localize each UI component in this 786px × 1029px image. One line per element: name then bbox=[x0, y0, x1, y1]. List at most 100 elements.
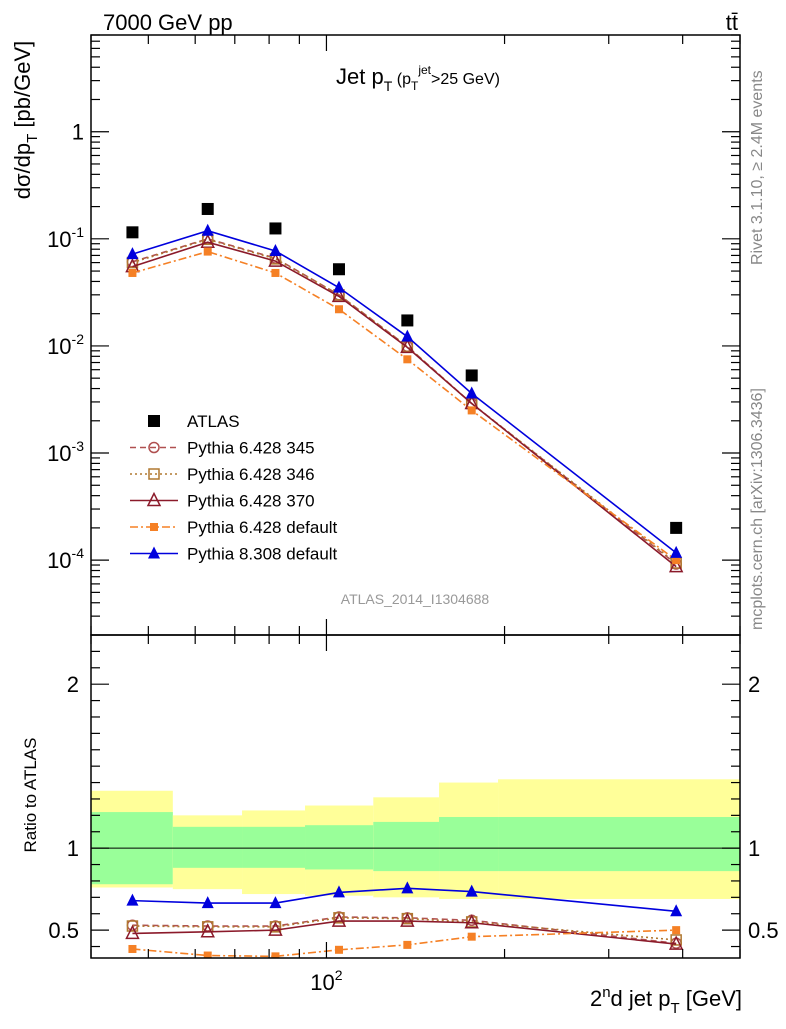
legend-entry-pythia-6-428-345: Pythia 6.428 345 bbox=[130, 439, 315, 458]
ratio-y-tick-label-left: 1 bbox=[67, 836, 79, 861]
data-point-pythia-8-308-default bbox=[670, 545, 683, 558]
ratio-series-pythia-8-308-default bbox=[126, 881, 683, 917]
series-line-pythia-6-428-345 bbox=[132, 237, 677, 565]
ratio-point-pythia-8-308-default bbox=[126, 893, 139, 906]
data-point-atlas bbox=[269, 222, 282, 235]
series-pythia-6-428-default bbox=[128, 247, 681, 565]
ratio-point-pythia-8-308-default bbox=[269, 896, 282, 909]
data-point-pythia-6-428-default bbox=[672, 556, 681, 565]
data-point-pythia-8-308-default bbox=[201, 223, 214, 236]
legend-label: Pythia 6.428 370 bbox=[187, 492, 315, 511]
data-point-pythia-6-428-370 bbox=[668, 557, 684, 573]
legend-entry-pythia-6-428-370: Pythia 6.428 370 bbox=[130, 492, 315, 511]
ratio-point-pythia-6-428-346 bbox=[670, 934, 682, 946]
data-point-pythia-6-428-default bbox=[128, 268, 137, 277]
data-point-pythia-8-308-default bbox=[332, 280, 345, 293]
inner-band-bin bbox=[498, 816, 740, 872]
y-tick-label: 10-3 bbox=[47, 438, 84, 466]
data-point-pythia-6-428-default bbox=[334, 305, 343, 314]
series-line-pythia-6-428-346 bbox=[132, 238, 677, 564]
ratio-point-pythia-6-428-346 bbox=[126, 920, 139, 932]
ratio-point-pythia-6-428-default bbox=[334, 945, 343, 954]
series-pythia-6-428-370 bbox=[125, 233, 684, 573]
data-point-pythia-6-428-default bbox=[403, 355, 412, 364]
inner-band-bin bbox=[439, 816, 499, 872]
series-line-pythia-6-428-default bbox=[132, 250, 677, 561]
data-point-atlas bbox=[670, 521, 683, 534]
analysis-id: ATLAS_2014_I1304688 bbox=[341, 591, 490, 607]
data-point-pythia-6-428-default bbox=[271, 268, 280, 277]
ratio-point-pythia-8-308-default bbox=[465, 884, 478, 897]
y-tick-label: 10-4 bbox=[47, 545, 84, 573]
ratio-point-pythia-6-428-370 bbox=[464, 914, 479, 929]
ratio-y-tick-label-right: 0.5 bbox=[748, 918, 779, 943]
legend-marker bbox=[150, 523, 158, 531]
series-atlas bbox=[126, 202, 683, 534]
ratio-y-axis-label: Ratio to ATLAS bbox=[21, 738, 40, 853]
data-point-atlas bbox=[126, 226, 139, 239]
ratio-point-pythia-6-428-default bbox=[128, 944, 137, 953]
y-tick-label: 10-1 bbox=[47, 224, 84, 252]
data-point-atlas bbox=[465, 369, 478, 382]
ratio-point-pythia-6-428-default bbox=[672, 926, 681, 935]
legend-entry-atlas: ATLAS bbox=[148, 412, 240, 431]
inner-band-bin bbox=[305, 825, 374, 870]
ratio-frame bbox=[90, 634, 741, 959]
ratio-point-pythia-8-308-default bbox=[332, 885, 345, 898]
data-point-atlas bbox=[401, 314, 414, 327]
ratio-series-pythia-6-428-370 bbox=[125, 912, 684, 950]
legend-entry-pythia-6-428-346: Pythia 6.428 346 bbox=[130, 465, 315, 484]
ratio-point-pythia-6-428-default bbox=[467, 932, 476, 941]
ratio-point-pythia-6-428-default bbox=[403, 940, 412, 949]
series-pythia-8-308-default bbox=[126, 223, 683, 558]
data-point-pythia-8-308-default bbox=[269, 243, 282, 256]
uncertainty-bands bbox=[91, 779, 740, 899]
ratio-line-pythia-6-428-346 bbox=[132, 917, 677, 941]
data-point-pythia-6-428-370 bbox=[268, 252, 283, 267]
legend-label: Pythia 6.428 default bbox=[187, 518, 338, 537]
data-point-pythia-6-428-default bbox=[203, 247, 212, 256]
legend-label: ATLAS bbox=[187, 412, 240, 431]
x-axis-label: 2nd jet pT [GeV] bbox=[590, 984, 742, 1017]
legend-marker bbox=[148, 415, 160, 427]
ratio-point-pythia-6-428-370 bbox=[125, 924, 140, 940]
ratio-point-pythia-6-428-370 bbox=[331, 912, 347, 927]
ratio-point-pythia-8-308-default bbox=[401, 881, 414, 894]
legend-entry-pythia-8-308-default: Pythia 8.308 default bbox=[130, 545, 338, 564]
x-tick-label: 102 bbox=[310, 967, 342, 995]
legend-marker bbox=[148, 468, 160, 480]
legend-label: Pythia 6.428 346 bbox=[187, 465, 315, 484]
data-point-atlas bbox=[201, 202, 214, 215]
y-axis-label: dσ/dpT [pb/GeV] bbox=[10, 41, 41, 200]
legend-marker bbox=[146, 491, 162, 507]
ratio-point-pythia-6-428-default bbox=[203, 951, 212, 958]
inner-band-bin bbox=[373, 821, 440, 872]
header-left-label: 7000 GeV pp bbox=[103, 10, 233, 35]
data-point-atlas bbox=[332, 263, 345, 276]
data-point-pythia-8-308-default bbox=[465, 386, 478, 399]
ratio-point-pythia-6-428-370 bbox=[668, 935, 684, 950]
data-point-pythia-6-428-default bbox=[467, 406, 476, 415]
legend-label: Pythia 6.428 345 bbox=[187, 439, 315, 458]
y-tick-label: 1 bbox=[72, 120, 84, 145]
ratio-point-pythia-6-428-default bbox=[271, 952, 280, 958]
data-point-pythia-6-428-370 bbox=[331, 287, 347, 303]
data-point-pythia-6-428-370 bbox=[400, 338, 415, 354]
ratio-point-pythia-8-308-default bbox=[670, 904, 683, 917]
ratio-y-tick-label-left: 2 bbox=[67, 672, 79, 697]
legend-entry-pythia-6-428-default: Pythia 6.428 default bbox=[130, 518, 338, 537]
inner-band-bin bbox=[242, 826, 306, 868]
ratio-series-pythia-6-428-default bbox=[128, 926, 681, 958]
mcplots-label: mcplots.cern.ch [arXiv:1306.3436] bbox=[749, 388, 766, 630]
ratio-y-tick-label-right: 1 bbox=[748, 836, 760, 861]
series-line-pythia-6-428-370 bbox=[132, 241, 677, 568]
data-point-pythia-6-428-370 bbox=[200, 233, 215, 248]
ratio-point-pythia-6-428-370 bbox=[200, 923, 215, 938]
ratio-y-tick-label-right: 2 bbox=[748, 672, 760, 697]
legend-marker bbox=[148, 546, 160, 559]
series-layer bbox=[125, 202, 684, 958]
ratio-point-pythia-8-308-default bbox=[201, 896, 214, 909]
inner-band-bin bbox=[172, 826, 243, 868]
